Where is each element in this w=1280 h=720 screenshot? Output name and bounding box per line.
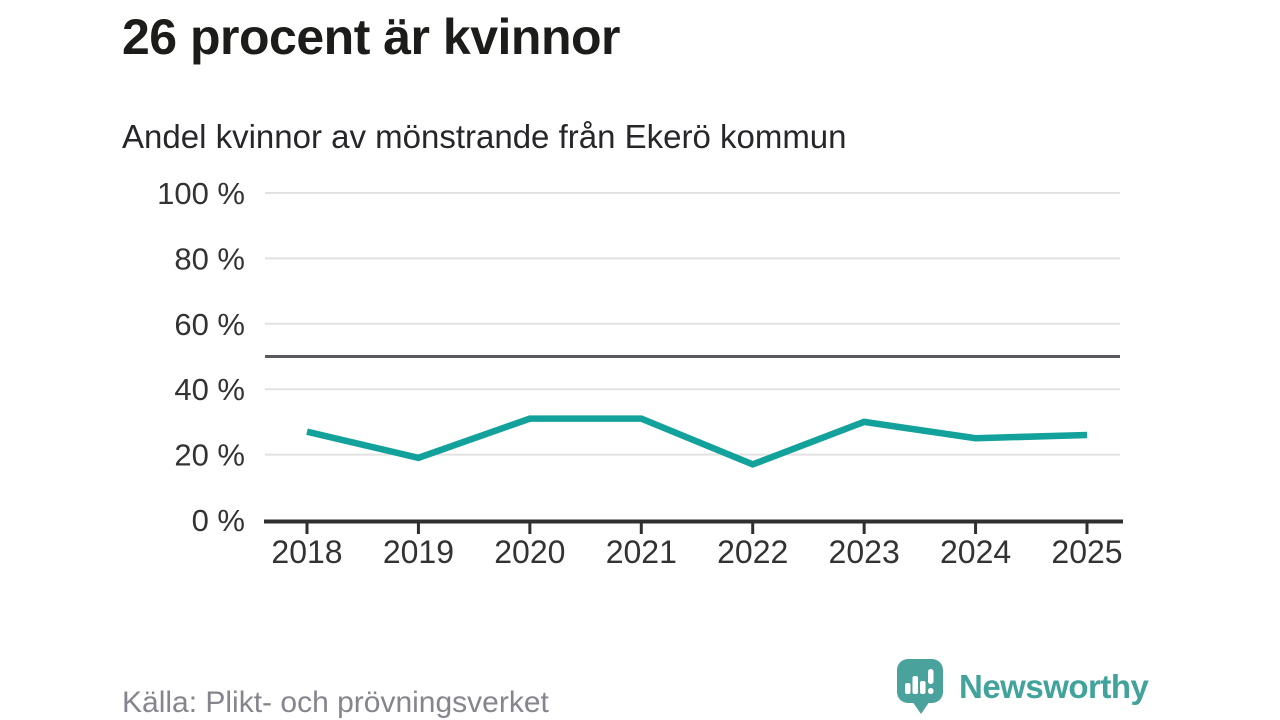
y-tick-label: 100 % (157, 176, 245, 211)
x-tick-label: 2024 (940, 534, 1011, 570)
x-tick-label: 2018 (271, 534, 342, 570)
source-note: Källa: Plikt- och prövningsverket (122, 686, 549, 719)
x-tick-label: 2020 (494, 534, 565, 570)
brand-wordmark: Newsworthy (959, 667, 1149, 705)
y-tick-label: 0 % (192, 503, 245, 538)
x-tick-label: 2025 (1051, 534, 1122, 570)
x-tick-label: 2023 (829, 534, 900, 570)
newsworthy-icon (897, 659, 943, 714)
x-tick-label: 2021 (606, 534, 677, 570)
series-line (306, 415, 1088, 468)
x-tick-label: 2022 (717, 534, 788, 570)
x-tick-label: 2019 (383, 534, 454, 570)
brand-logo: Newsworthy (896, 658, 1149, 715)
page-title: 26 procent är kvinnor (122, 9, 621, 65)
y-tick-label: 80 % (174, 241, 245, 276)
y-tick-label: 60 % (174, 307, 245, 342)
chart-subtitle: Andel kvinnor av mönstrande från Ekerö k… (122, 118, 847, 155)
y-tick-label: 40 % (174, 372, 245, 407)
y-tick-label: 20 % (174, 438, 245, 473)
